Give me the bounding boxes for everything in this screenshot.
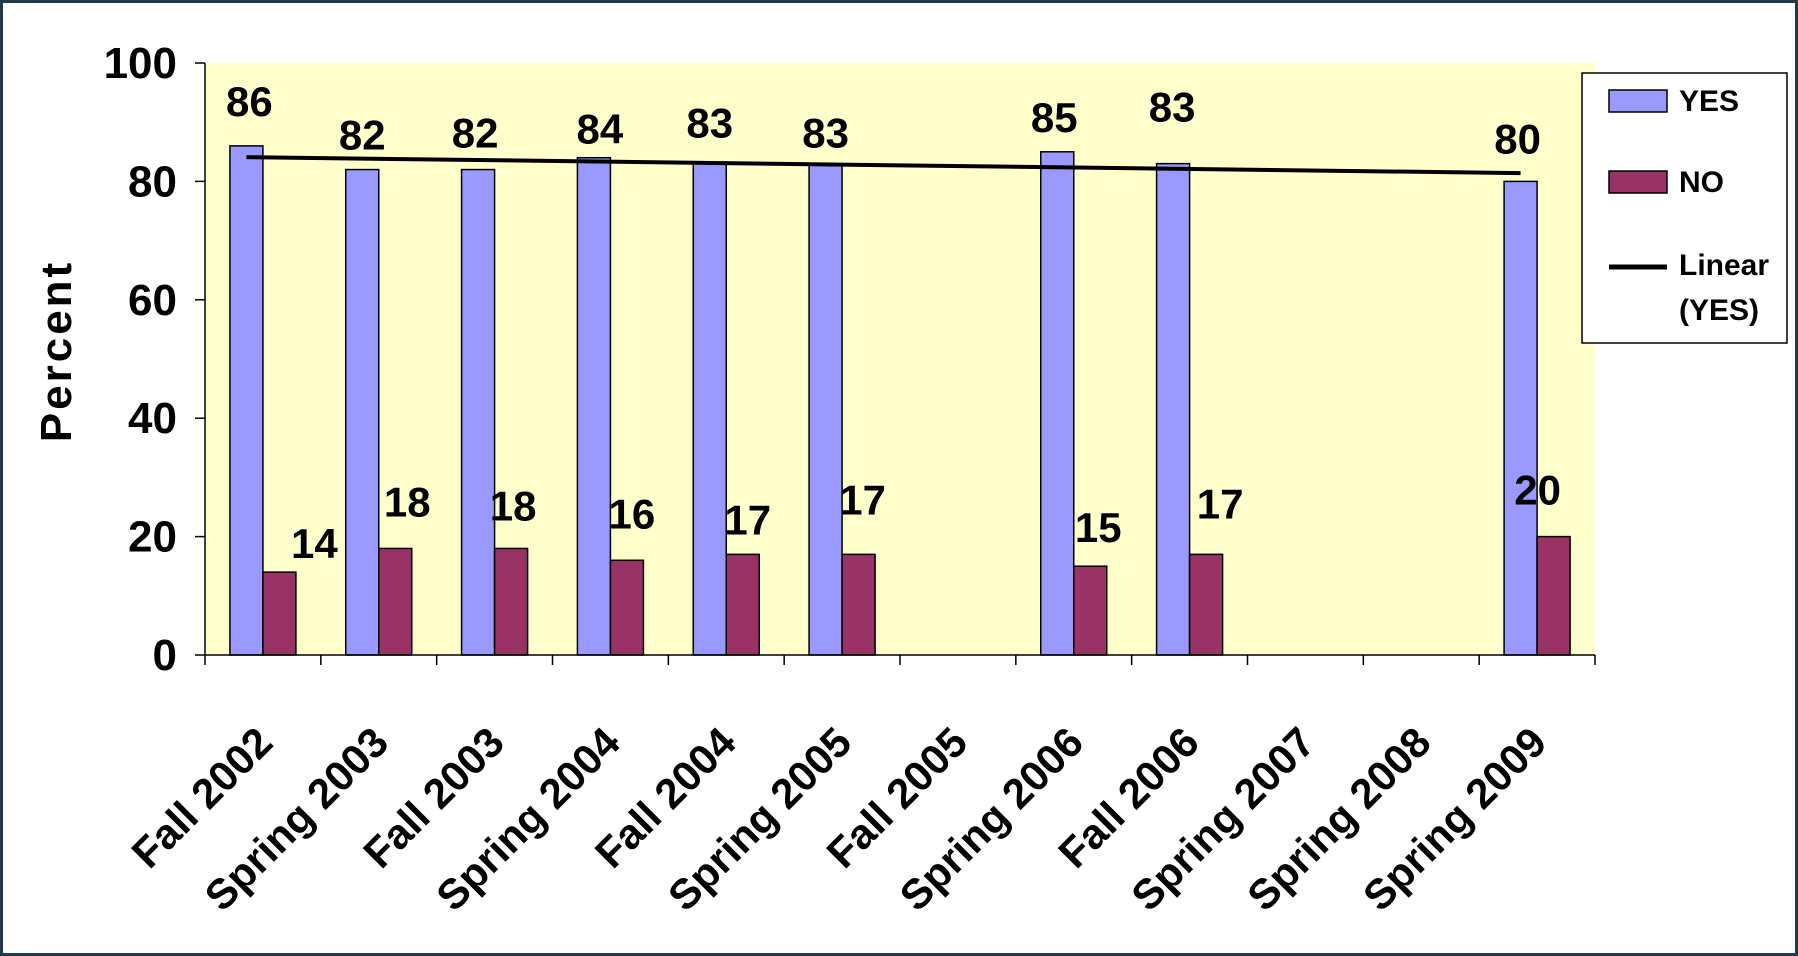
data-label-no: 15 xyxy=(1075,504,1122,551)
y-tick-label: 80 xyxy=(128,157,177,206)
data-label-no: 17 xyxy=(839,476,886,523)
y-axis-title: Percent xyxy=(32,260,81,442)
data-label-yes: 80 xyxy=(1494,115,1541,162)
plot-area xyxy=(205,63,1595,655)
bars-group xyxy=(229,145,1571,656)
data-label-yes: 85 xyxy=(1031,94,1078,141)
data-label-no: 17 xyxy=(1197,480,1244,527)
data-label-yes: 83 xyxy=(686,100,733,147)
bar-yes xyxy=(808,162,843,656)
data-label-yes: 82 xyxy=(452,110,499,157)
bar-no xyxy=(1536,535,1571,656)
data-label-yes: 84 xyxy=(577,106,624,153)
y-ticks-group: 0 20 40 60 80 100 xyxy=(104,39,205,680)
data-label-yes: 83 xyxy=(1149,84,1196,131)
y-tick-label: 60 xyxy=(128,276,177,325)
data-label-no: 18 xyxy=(384,478,431,525)
bar-no xyxy=(378,547,413,656)
data-label-no: 18 xyxy=(490,482,537,529)
bar-no xyxy=(609,559,645,656)
legend-label-yes: YES xyxy=(1679,85,1739,118)
data-label-yes: 83 xyxy=(802,110,849,157)
data-labels-group: 86 14 82 18 82 18 84 16 83 17 83 17 85 15 83 17 80 20 xyxy=(226,78,1561,567)
data-label-no: 16 xyxy=(609,490,656,537)
legend-swatch-no xyxy=(1608,170,1668,194)
data-label-yes: 82 xyxy=(339,112,386,159)
bar-no xyxy=(1073,565,1108,656)
data-label-no: 14 xyxy=(291,520,338,567)
axes-group xyxy=(204,63,1596,665)
y-tick-label: 40 xyxy=(128,394,177,443)
trendline xyxy=(246,155,1521,176)
bar-no xyxy=(1188,553,1224,656)
y-tick-label: 20 xyxy=(128,513,177,562)
bar-yes xyxy=(1040,151,1075,656)
legend-label-no: NO xyxy=(1679,166,1724,199)
bar-no xyxy=(725,553,760,656)
bar-yes xyxy=(1503,180,1538,656)
y-tick-label: 0 xyxy=(153,631,177,680)
legend: YES NO Linear (YES) xyxy=(1581,72,1788,344)
legend-box xyxy=(1581,72,1788,344)
legend-swatch-yes xyxy=(1608,89,1668,113)
bar-yes xyxy=(576,156,612,656)
bar-no xyxy=(262,571,297,656)
legend-label-trendline: Linear xyxy=(1679,249,1769,282)
bar-no xyxy=(841,553,876,656)
bar-yes xyxy=(692,162,727,656)
bar-yes xyxy=(460,168,496,656)
bar-yes xyxy=(1155,162,1191,656)
trendline-group xyxy=(246,155,1521,176)
bar-yes xyxy=(345,168,380,656)
data-label-no: 17 xyxy=(724,496,771,543)
bar-no xyxy=(493,547,529,656)
y-tick-label: 100 xyxy=(104,39,177,88)
data-label-no: 20 xyxy=(1514,467,1561,514)
legend-label-trendline-series: (YES) xyxy=(1679,294,1759,327)
bar-yes xyxy=(229,145,264,656)
data-label-yes: 86 xyxy=(226,78,273,125)
